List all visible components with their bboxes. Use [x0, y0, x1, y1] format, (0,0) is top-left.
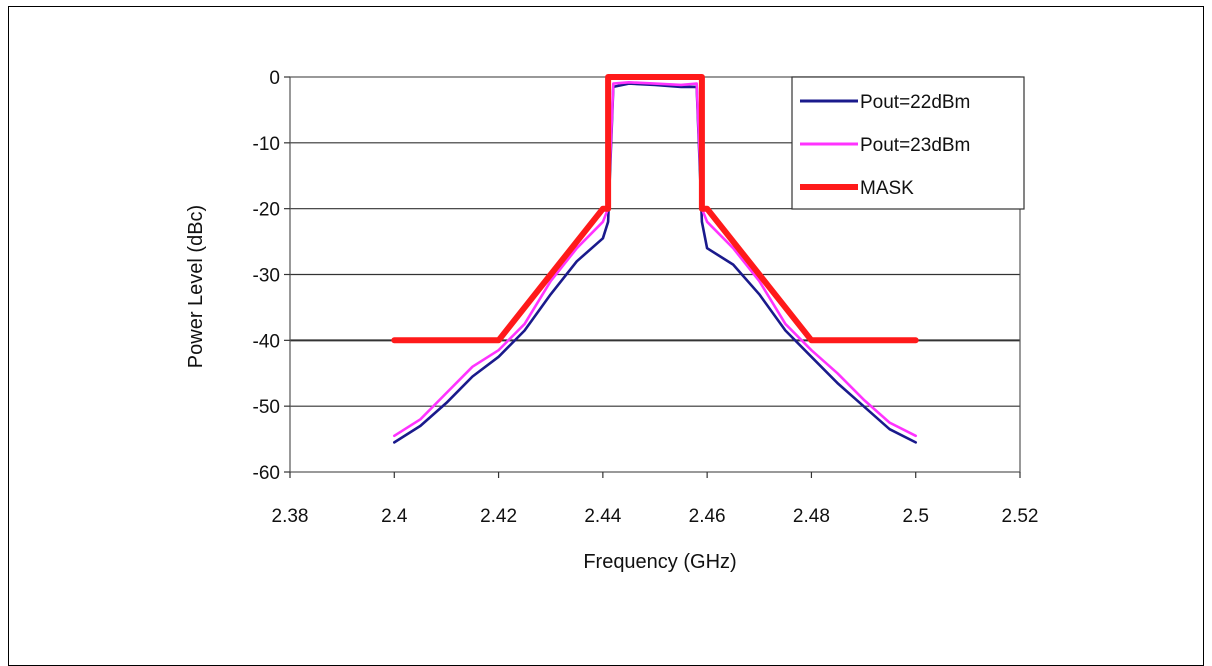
- data-point: [914, 339, 917, 342]
- data-point: [888, 421, 891, 424]
- data-point: [445, 402, 448, 404]
- series-layer: [391, 74, 919, 444]
- x-tick-label: 2.52: [1002, 506, 1039, 527]
- data-point: [758, 273, 761, 276]
- data-point: [914, 441, 917, 444]
- y-axis-title: Power Level (dBc): [185, 205, 207, 368]
- data-point: [701, 207, 703, 210]
- data-point: [576, 260, 578, 263]
- data-point: [602, 207, 604, 210]
- x-tick-label: 2.4: [381, 506, 408, 527]
- data-point: [706, 207, 708, 210]
- data-point: [914, 435, 917, 437]
- data-point: [862, 398, 865, 401]
- data-point: [549, 280, 552, 282]
- y-tick-label: -40: [253, 331, 280, 352]
- data-point: [549, 273, 552, 276]
- data-point: [758, 293, 761, 296]
- y-tick-label: -60: [253, 463, 280, 484]
- legend-label: Pout=23dBm: [860, 135, 970, 156]
- y-tick-label: -10: [253, 134, 280, 155]
- data-point: [680, 84, 682, 86]
- data-point: [602, 237, 604, 240]
- data-point: [419, 425, 422, 427]
- data-point: [706, 247, 708, 249]
- data-point: [497, 349, 500, 352]
- axes: 0 -10 -20 -30 -40 -50 -60 2.38 2.4 2.42 2.44 2.46 2.…: [253, 68, 1039, 527]
- x-axis-title: Frequency (GHz): [583, 551, 736, 573]
- data-point: [695, 82, 698, 85]
- x-tick-label: 2.5: [903, 506, 929, 527]
- data-point: [393, 441, 396, 444]
- data-point: [810, 339, 813, 342]
- x-tick-label: 2.38: [272, 506, 309, 527]
- data-point: [628, 81, 630, 84]
- data-point: [810, 349, 813, 352]
- x-tick-label: 2.44: [584, 506, 621, 527]
- x-tick-label: 2.42: [480, 506, 517, 527]
- data-point: [497, 356, 500, 358]
- data-point: [888, 428, 891, 431]
- data-point: [784, 323, 787, 325]
- data-point: [701, 221, 703, 223]
- data-point: [732, 263, 734, 266]
- data-point: [471, 375, 474, 378]
- y-tick-label: -20: [253, 200, 280, 221]
- data-point: [680, 86, 682, 88]
- series-line-mask: [391, 74, 919, 344]
- data-point: [654, 82, 656, 85]
- data-point: [732, 247, 734, 249]
- legend: Pout=22dBm Pout=23dBm MASK: [791, 76, 1025, 210]
- data-point: [758, 280, 761, 282]
- data-point: [523, 323, 526, 325]
- data-point: [419, 418, 422, 421]
- data-point: [549, 293, 552, 296]
- x-tick-label: 2.46: [689, 506, 726, 527]
- y-tick-label: -30: [253, 266, 280, 287]
- data-point: [784, 329, 787, 332]
- data-point: [607, 76, 609, 78]
- data-point: [836, 382, 839, 384]
- data-point: [576, 247, 578, 249]
- legend-label: Pout=22dBm: [860, 92, 970, 113]
- data-point: [393, 435, 396, 437]
- y-tick-label: -50: [253, 397, 280, 418]
- data-point: [862, 405, 865, 408]
- data-point: [471, 365, 474, 368]
- data-point: [393, 339, 396, 342]
- data-point: [701, 76, 703, 78]
- y-tick-label: 0: [269, 68, 280, 89]
- data-point: [523, 329, 526, 332]
- data-point: [836, 372, 839, 375]
- data-point: [602, 221, 604, 223]
- data-point: [445, 392, 448, 394]
- x-tick-label: 2.48: [793, 506, 830, 527]
- data-point: [607, 221, 609, 223]
- data-point: [706, 221, 708, 223]
- data-point: [612, 82, 615, 85]
- data-point: [810, 356, 813, 358]
- data-point: [497, 339, 500, 342]
- legend-label: MASK: [860, 178, 914, 199]
- data-point: [607, 207, 609, 210]
